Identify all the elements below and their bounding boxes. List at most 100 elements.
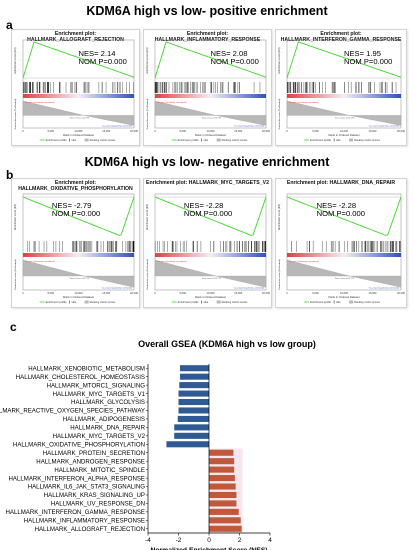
legend-ranking-label: Ranking metric scores	[222, 300, 248, 304]
es-axis-label: Enrichment score (ES)	[145, 47, 149, 73]
legend-hits-label: Hits	[204, 138, 209, 142]
x-tick-label: 10,000	[207, 291, 215, 295]
bar-hallmark-interferon-gamma-response	[209, 508, 239, 515]
category-label: HALLMARK_INTERFERON_ALPHA_RESPONSE	[9, 475, 145, 482]
category-label: HALLMARK_MYC_TARGETS_V1	[53, 391, 146, 398]
rank-axis-label: Ranked list metric (PreRanked)	[14, 259, 17, 290]
bar-hallmark-cholesterol-homeostasis	[180, 373, 209, 380]
neg-correlated-label: 'na_neg' (negatively correlated)	[369, 287, 400, 290]
pos-correlated-label: 'na_pos' (positively correlated)	[289, 260, 319, 263]
legend-ranking-label: Ranking metric scores	[222, 138, 248, 142]
x-tick-label: 0	[22, 129, 24, 133]
pos-correlated-label: 'na_pos' (positively correlated)	[157, 101, 187, 104]
gsea-plot: Enrichment score (ES) Ranked list metric …	[145, 39, 271, 142]
pos-correlated-label: 'na_pos' (positively correlated)	[289, 101, 319, 104]
enrichment-profile-line	[286, 196, 402, 236]
legend-ranking-swatch	[216, 138, 221, 142]
category-label: HALLMARK_OXIDATIVE_PHOSPHORYLATION	[13, 441, 145, 448]
x-tick-label: 4	[268, 537, 272, 544]
gsea-panel-1: Enrichment plot: HALLMARK_ALLOGRAFT_REJE…	[11, 29, 140, 146]
legend-profile-label: Enrichment profile	[46, 138, 67, 142]
neg-correlated-label: 'na_neg' (negatively correlated)	[102, 125, 133, 128]
plot-frame	[286, 193, 402, 291]
gsea-panel-title: Enrichment plot: HALLMARK_OXIDATIVE_PHOS…	[18, 180, 133, 192]
x-tick-label: 5,000	[312, 129, 319, 133]
overall-gsea-bar-chart: Overall GSEA (KDM6A high vs low group) HA…	[0, 339, 316, 550]
gene-hit-lines	[291, 241, 401, 252]
x-tick-label: 20,000	[397, 129, 405, 133]
rank-axis-label: Ranked list metric (PreRanked)	[14, 99, 17, 130]
x-tick-label: 15,000	[234, 129, 242, 133]
x-axis-label: Rank in Ordered Dataset	[195, 295, 226, 299]
zero-cross-label: Zero cross at 11773	[70, 277, 90, 280]
x-tick-label: 5,000	[180, 129, 187, 133]
gene-hit-lines	[287, 82, 397, 93]
x-tick-label: 10,000	[75, 291, 83, 295]
category-label: HALLMARK_MYC_TARGETS_V2	[53, 433, 146, 440]
nes-annotation: NES= 2.14 NOM P=0.000	[78, 49, 127, 67]
legend-hits-label: Hits	[204, 300, 209, 304]
gsea-plot: Enrichment score (ES) Ranked list metric …	[13, 39, 139, 142]
ranking-metric-area	[154, 259, 267, 288]
category-label: HALLMARK_DNA_REPAIR	[70, 425, 145, 432]
zero-cross-label: Zero cross at 11773	[202, 116, 222, 119]
correlation-color-band	[23, 94, 134, 98]
x-tick-label: 15,000	[102, 291, 110, 295]
nes-annotation: NES= -2.79 NOM P=0.000	[51, 201, 101, 219]
zero-cross-label: Zero cross at 11773	[202, 277, 222, 280]
zero-cross-label: Zero cross at 11773	[335, 277, 355, 280]
enrichment-profile-line	[286, 41, 402, 79]
section-b-letter: b	[6, 168, 14, 182]
gsea-panel-2: Enrichment plot: HALLMARK_INFLAMMATORY_R…	[143, 29, 272, 146]
bar-hallmark-reactive-oxygen-species-pathway	[178, 407, 209, 414]
correlation-color-band	[287, 253, 401, 257]
x-axis-label: Rank in Ordered Dataset	[329, 295, 360, 299]
legend-hits-label: Hits	[336, 138, 341, 142]
zero-cross-label: Zero cross at 11773	[335, 116, 355, 119]
es-axis-label: Enrichment score (ES)	[13, 204, 17, 230]
x-tick-label: 5,000	[180, 291, 187, 295]
section-a-title: KDM6A high vs low- positive enrichment	[86, 4, 328, 18]
x-tick-label: 10,000	[75, 129, 83, 133]
rank-axis-label: Ranked list metric (PreRanked)	[278, 99, 281, 130]
bar-hallmark-inflammatory-response	[209, 517, 241, 524]
legend-ranking-label: Ranking metric scores	[90, 138, 116, 142]
x-tick-label: 10,000	[207, 129, 215, 133]
gsea-panel-title: Enrichment plot: HALLMARK_DNA_REPAIR	[286, 180, 396, 186]
bar-hallmark-myc-targets-v1	[178, 390, 209, 397]
x-tick-label: 5,000	[48, 129, 55, 133]
legend-profile-label: Enrichment profile	[46, 300, 67, 304]
gene-hit-lines	[27, 241, 135, 252]
x-axis-label: Rank in Ordered Dataset	[329, 133, 360, 137]
category-label: HALLMARK_PROTEIN_SECRETION	[43, 450, 145, 457]
x-axis-label: Rank in Ordered Dataset	[63, 133, 94, 137]
ranking-metric-area	[22, 259, 135, 288]
legend-ranking-swatch	[349, 138, 354, 142]
bar-hallmark-oxidative-phosphorylation	[166, 441, 209, 448]
bar-hallmark-kras-signaling-up	[209, 491, 237, 499]
gene-hit-lines	[23, 82, 134, 93]
x-axis-label: Rank in Ordered Dataset	[63, 295, 94, 299]
gsea-panel-3: Enrichment plot: HALLMARK_INTERFERON_GAM…	[275, 29, 407, 146]
section-b-title: KDM6A high vs low- negative enrichment	[84, 155, 330, 169]
plot-frame	[22, 39, 135, 129]
bar-hallmark-interferon-alpha-response	[209, 475, 235, 482]
legend-ranking-label: Ranking metric scores	[90, 300, 116, 304]
legend-profile-label: Enrichment profile	[310, 138, 331, 142]
bar-hallmark-glycolysis	[178, 398, 209, 406]
x-tick-label: 10,000	[340, 129, 348, 133]
legend-profile-label: Enrichment profile	[178, 300, 199, 304]
legend-ranking-label: Ranking metric scores	[354, 300, 380, 304]
pos-correlated-label: 'na_pos' (positively correlated)	[157, 260, 187, 263]
x-tick-label: 0	[207, 537, 211, 544]
category-label: HALLMARK_IL6_JAK_STAT3_SIGNALING	[28, 484, 146, 491]
bar-hallmark-allograft-rejection	[209, 525, 242, 532]
x-tick-label: 20,000	[397, 291, 405, 295]
bar-hallmark-uv-response-dn	[209, 500, 237, 507]
gene-hit-lines	[155, 241, 267, 252]
es-axis-label: Enrichment score (ES)	[277, 204, 281, 230]
rank-axis-label: Ranked list metric (PreRanked)	[278, 259, 281, 290]
chart-title: Overall GSEA (KDM6A high vs low group)	[138, 339, 316, 349]
correlation-color-band	[287, 94, 401, 98]
plot-frame	[286, 39, 402, 129]
